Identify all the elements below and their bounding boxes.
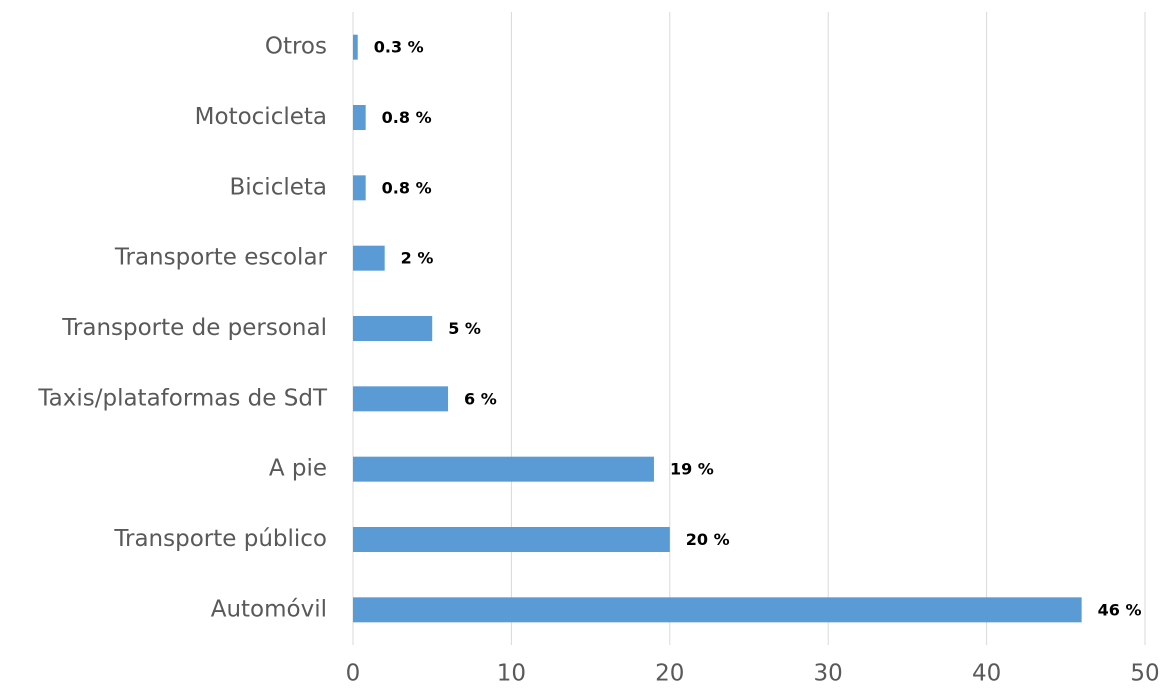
x-tick-label: 30 [814, 661, 843, 687]
x-tick-label: 20 [655, 661, 684, 687]
y-tick-label: Transporte de personal [61, 315, 327, 341]
y-tick-label: Otros [265, 34, 327, 60]
value-label: 46 % [1098, 600, 1142, 619]
y-tick-label: Transporte escolar [114, 245, 328, 271]
value-label: 5 % [448, 319, 481, 338]
x-tick-label: 0 [346, 661, 361, 687]
y-tick-label: Automóvil [211, 596, 327, 622]
bar [353, 527, 670, 552]
y-tick-label: Motocicleta [195, 104, 327, 130]
bar [353, 105, 366, 130]
value-label: 2 % [401, 249, 434, 268]
y-tick-label: Bicicleta [229, 174, 327, 200]
y-tick-label: Taxis/plataformas de SdT [37, 385, 328, 411]
value-label: 0.3 % [374, 38, 424, 57]
bar [353, 316, 433, 341]
value-label: 0.8 % [382, 178, 432, 197]
value-label: 6 % [464, 389, 497, 408]
x-tick-label: 10 [497, 661, 526, 687]
bar [353, 34, 358, 60]
value-label: 20 % [686, 530, 730, 549]
value-label: 0.8 % [382, 108, 432, 127]
bar [353, 245, 385, 271]
bar [353, 386, 449, 412]
bar [353, 597, 1082, 623]
bar [353, 175, 366, 201]
x-tick-label: 50 [1130, 661, 1159, 687]
bar [353, 456, 654, 482]
y-tick-label: Transporte público [113, 526, 327, 552]
x-tick-label: 40 [972, 661, 1001, 687]
value-label: 19 % [670, 460, 714, 479]
y-tick-label: A pie [269, 456, 327, 482]
